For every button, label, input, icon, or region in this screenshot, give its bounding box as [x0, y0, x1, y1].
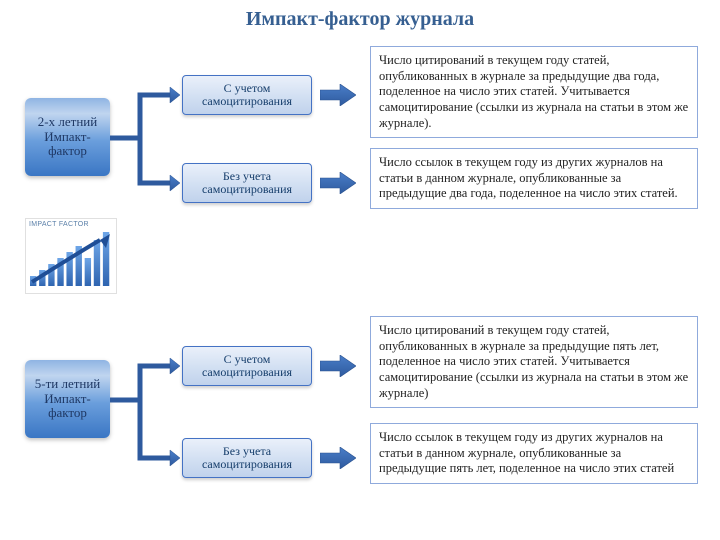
split-arrow-two-year — [110, 70, 185, 200]
impact-factor-illustration: IMPACT FACTOR — [25, 218, 117, 294]
left-box-five-year: 5-ти летний Импакт- фактор — [25, 360, 110, 438]
impact-chart-icon — [26, 230, 116, 290]
impact-image-label: IMPACT FACTOR — [26, 219, 116, 230]
desc-box-2: Число ссылок в текущем году из других жу… — [370, 148, 698, 209]
arrow-icon — [320, 447, 356, 469]
mid-box-no-self-2: Без учета самоцитирования — [182, 438, 312, 478]
left-box-two-year: 2-х летний Импакт- фактор — [25, 98, 110, 176]
mid-box-with-self-2: С учетом самоцитирования — [182, 346, 312, 386]
desc-box-4: Число ссылок в текущем году из других жу… — [370, 423, 698, 484]
arrow-icon — [320, 355, 356, 377]
arrow-icon — [320, 172, 356, 194]
mid-box-no-self-1: Без учета самоцитирования — [182, 163, 312, 203]
arrow-icon — [320, 84, 356, 106]
page-title: Импакт-фактор журнала — [0, 0, 720, 31]
mid-box-with-self-1: С учетом самоцитирования — [182, 75, 312, 115]
desc-box-3: Число цитирований в текущем году статей,… — [370, 316, 698, 408]
split-arrow-five-year — [110, 340, 185, 475]
desc-box-1: Число цитирований в текущем году статей,… — [370, 46, 698, 138]
